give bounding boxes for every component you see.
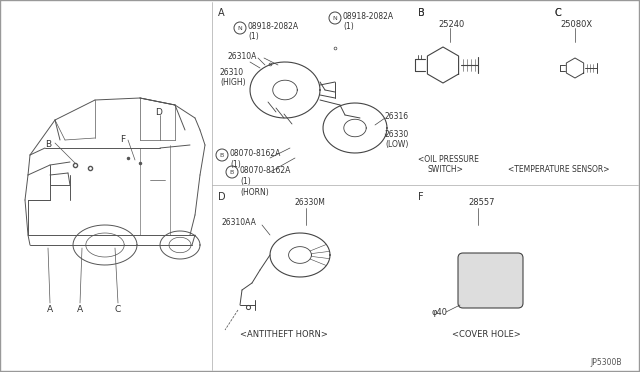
Text: 26316: 26316: [385, 112, 409, 121]
Text: 08070-8162A: 08070-8162A: [230, 149, 282, 158]
Text: N: N: [237, 26, 243, 31]
Text: B: B: [418, 8, 425, 18]
Text: B: B: [230, 170, 234, 174]
Text: N: N: [333, 16, 337, 20]
Text: 08070-8162A: 08070-8162A: [240, 166, 291, 175]
Text: (1): (1): [343, 22, 354, 31]
Text: <TEMPERATURE SENSOR>: <TEMPERATURE SENSOR>: [508, 165, 609, 174]
Text: 26330: 26330: [385, 130, 409, 139]
Text: C: C: [555, 8, 562, 18]
Text: A: A: [218, 8, 225, 18]
Text: φ40: φ40: [432, 308, 448, 317]
Text: D: D: [218, 192, 226, 202]
Text: F: F: [120, 135, 125, 144]
Text: (1): (1): [248, 32, 259, 41]
Text: D: D: [155, 108, 162, 117]
Text: A: A: [47, 305, 53, 314]
Text: (1): (1): [230, 160, 241, 169]
Text: <ANTITHEFT HORN>: <ANTITHEFT HORN>: [240, 330, 328, 339]
Text: 25240: 25240: [438, 20, 464, 29]
Text: (LOW): (LOW): [385, 140, 408, 149]
Text: 26310A: 26310A: [228, 52, 257, 61]
Text: JP5300B: JP5300B: [590, 358, 621, 367]
Text: B: B: [45, 140, 51, 149]
Text: (1): (1): [240, 177, 251, 186]
Text: (HIGH): (HIGH): [220, 78, 246, 87]
Text: SWITCH>: SWITCH>: [428, 165, 464, 174]
Text: (HORN): (HORN): [240, 188, 269, 197]
Text: B: B: [220, 153, 224, 157]
Text: <COVER HOLE>: <COVER HOLE>: [452, 330, 521, 339]
FancyBboxPatch shape: [458, 253, 523, 308]
Text: 26310AA: 26310AA: [222, 218, 257, 227]
Text: 25080X: 25080X: [560, 20, 592, 29]
Text: A: A: [77, 305, 83, 314]
Text: 08918-2082A: 08918-2082A: [248, 22, 299, 31]
Text: B: B: [418, 8, 425, 18]
Text: F: F: [418, 192, 424, 202]
Text: C: C: [115, 305, 121, 314]
Text: C: C: [555, 8, 562, 18]
Text: 26310: 26310: [220, 68, 244, 77]
Text: 08918-2082A: 08918-2082A: [343, 12, 394, 21]
Text: <OIL PRESSURE: <OIL PRESSURE: [418, 155, 479, 164]
Text: 26330M: 26330M: [295, 198, 326, 207]
Text: 28557: 28557: [468, 198, 495, 207]
